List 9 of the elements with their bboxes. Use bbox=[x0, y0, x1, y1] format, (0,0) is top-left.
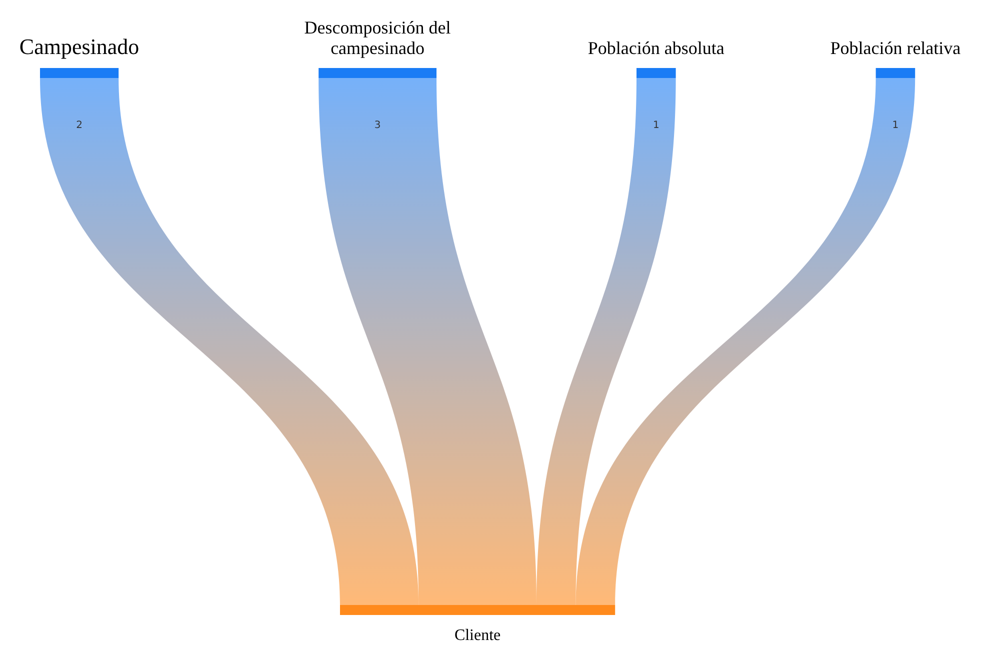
category-label: Campesinado bbox=[19, 34, 140, 59]
category-label: Población relativa bbox=[830, 38, 961, 58]
data-label: 2 bbox=[76, 120, 82, 131]
data-label: 3 bbox=[374, 120, 381, 131]
category-label: Descomposición del campesinado bbox=[304, 17, 451, 58]
category-label: Población absoluta bbox=[588, 38, 724, 58]
data-label: 1 bbox=[652, 120, 660, 131]
data-label: 1 bbox=[892, 120, 899, 131]
text: Cliente bbox=[454, 627, 501, 644]
